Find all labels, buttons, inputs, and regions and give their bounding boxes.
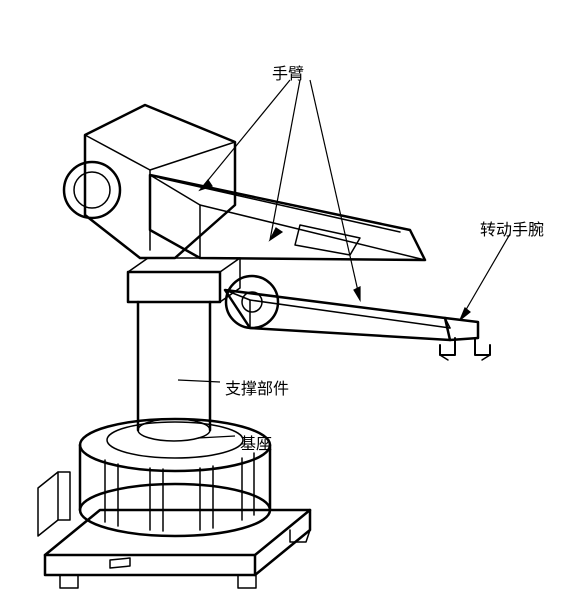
label-base: 基座: [240, 430, 272, 454]
label-wrist: 转动手腕: [480, 216, 544, 240]
label-arm: 手臂: [272, 60, 304, 84]
diagram-canvas: 手臂 转动手腕 支撑部件 基座: [0, 0, 586, 614]
label-support: 支撑部件: [225, 375, 289, 399]
robot-arm-drawing: [0, 0, 586, 614]
